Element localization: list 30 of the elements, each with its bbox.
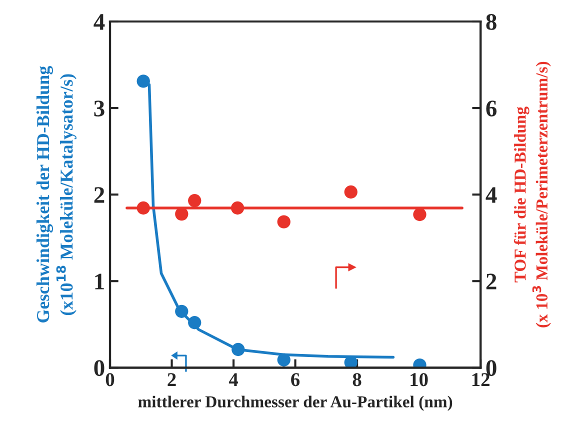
point bbox=[136, 201, 150, 215]
point bbox=[277, 215, 290, 228]
y2-tick-label: 4 bbox=[486, 187, 497, 203]
x-axis-title: mittlerer Durchmesser der Au-Partikel (nm) bbox=[138, 396, 452, 411]
y-tick-label: 0 bbox=[94, 360, 104, 376]
point bbox=[175, 207, 188, 221]
point bbox=[188, 316, 202, 330]
y-axis-title: Geschwindigkeit der HD-Bildung (x10$^{18}$ Moleküle/Katalysator/s) bbox=[36, 66, 76, 322]
y2-axis-title: TOF für die HD-Bildung (x 10$^{3}$ Moleküle/Perimeterzentrum/s) bbox=[514, 62, 551, 328]
point bbox=[232, 342, 245, 356]
y2-tick-label: 2 bbox=[486, 274, 496, 290]
y-tick-label: 2 bbox=[94, 187, 104, 203]
y-tick-label: 1 bbox=[95, 274, 104, 290]
x-tick-label: 4 bbox=[228, 373, 238, 386]
point bbox=[277, 353, 290, 366]
y2-tick-label: 8 bbox=[486, 14, 496, 30]
x-tick-label: 10 bbox=[410, 373, 428, 386]
x-tick-label: 8 bbox=[352, 373, 362, 386]
point bbox=[188, 194, 202, 208]
x-tick-label: 6 bbox=[291, 373, 300, 386]
x-tick-label: 0 bbox=[106, 373, 114, 386]
y-tick-label: 4 bbox=[94, 14, 105, 30]
y-tick-label: 3 bbox=[94, 100, 104, 116]
point bbox=[230, 201, 244, 215]
point bbox=[175, 304, 188, 318]
point bbox=[136, 74, 150, 88]
x-tick-label: 2 bbox=[168, 373, 176, 386]
point bbox=[344, 185, 358, 199]
point bbox=[413, 208, 426, 222]
y2-tick-label: 6 bbox=[486, 100, 497, 116]
